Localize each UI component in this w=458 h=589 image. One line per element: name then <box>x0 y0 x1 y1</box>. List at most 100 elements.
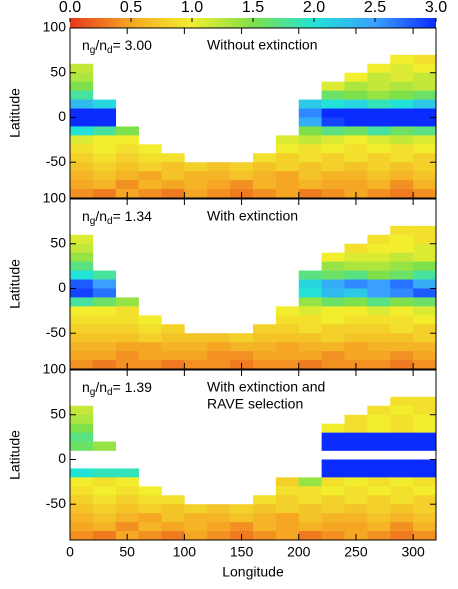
heat-cell <box>92 135 117 145</box>
heat-cell <box>298 297 322 307</box>
heat-cell <box>413 279 437 289</box>
heat-cell <box>253 171 277 181</box>
heat-cell <box>70 360 94 370</box>
heat-cell <box>298 144 322 154</box>
heat-cell <box>298 324 322 334</box>
heat-cell <box>367 522 391 532</box>
heat-cell <box>70 153 94 163</box>
heat-cell <box>161 513 185 523</box>
heat-cell <box>390 423 414 433</box>
heat-cell <box>253 342 277 352</box>
heat-cell <box>344 522 368 532</box>
heat-cell <box>344 279 368 289</box>
heat-cell <box>70 243 94 253</box>
colorbar-tick-label: 2.0 <box>303 0 325 16</box>
heat-cell <box>367 423 391 433</box>
heat-cell <box>230 333 254 343</box>
heat-cell <box>70 117 94 127</box>
heat-cell <box>230 351 254 361</box>
heat-cell <box>92 351 117 361</box>
heat-cell <box>367 72 391 82</box>
heat-cell <box>367 342 391 352</box>
heat-cell <box>138 522 162 532</box>
heat-cell <box>413 72 437 82</box>
heat-cell <box>70 90 94 100</box>
heat-cell <box>344 171 368 181</box>
heat-cell <box>390 396 414 407</box>
heat-cell <box>115 468 139 478</box>
heat-cell <box>92 477 117 487</box>
heat-cell <box>367 135 391 145</box>
heat-cell <box>70 504 94 514</box>
heat-cell <box>344 261 368 271</box>
y-tick-label: 100 <box>43 190 67 206</box>
heat-cell <box>344 243 368 253</box>
heat-cell <box>321 189 345 199</box>
heat-cell <box>138 531 162 541</box>
heat-cell <box>298 351 322 361</box>
heat-cell <box>253 162 277 172</box>
heat-cell <box>344 441 368 451</box>
heat-cell <box>390 414 414 424</box>
heat-cell <box>70 423 94 433</box>
heat-cell <box>298 171 322 181</box>
heat-cell <box>115 180 139 190</box>
heat-cell <box>390 432 414 442</box>
heat-cell <box>413 459 437 469</box>
heat-cell <box>207 162 231 172</box>
heat-cell <box>298 180 322 190</box>
heat-cell <box>115 477 139 487</box>
heat-cell <box>367 117 391 127</box>
heat-cell <box>321 135 345 145</box>
heat-cell <box>413 144 437 154</box>
heat-cell <box>92 126 117 136</box>
heat-cell <box>367 261 391 271</box>
heat-cell <box>390 189 414 199</box>
heat-cell <box>230 162 254 172</box>
heat-cell <box>184 504 208 514</box>
heat-cell <box>70 126 94 136</box>
heat-cell <box>413 342 437 352</box>
heat-cell <box>92 189 117 199</box>
heat-cell <box>70 306 94 316</box>
ratio-annotation: ng/nd= 1.34 <box>82 208 152 227</box>
heat-cell <box>70 477 94 487</box>
heat-cell <box>390 333 414 343</box>
heat-cell <box>367 81 391 91</box>
heat-cell <box>138 171 162 181</box>
heat-cell <box>92 360 117 370</box>
heat-cell <box>390 261 414 271</box>
heat-cell <box>344 108 368 118</box>
heat-cell <box>344 252 368 262</box>
heat-cell <box>413 117 437 127</box>
ratio-part: = 1.39 <box>113 379 153 395</box>
x-tick-label: 200 <box>287 544 311 560</box>
heat-cell <box>92 306 117 316</box>
heat-cell <box>161 531 185 541</box>
heat-cell <box>390 342 414 352</box>
heat-cell <box>367 279 391 289</box>
x-axis-label: Longitude <box>222 564 284 580</box>
heat-cell <box>321 486 345 496</box>
heat-cell <box>413 126 437 136</box>
heat-cell <box>298 513 322 523</box>
heat-cell <box>367 459 391 469</box>
heat-cell <box>390 153 414 163</box>
heat-cell <box>344 306 368 316</box>
heat-cell <box>321 495 345 505</box>
heat-cell <box>298 279 322 289</box>
y-tick-label: 50 <box>50 405 66 421</box>
heat-cell <box>390 468 414 478</box>
heat-cell <box>367 189 391 199</box>
ratio-part: d <box>107 216 113 227</box>
heat-cell <box>70 405 94 416</box>
heat-cell <box>344 432 368 442</box>
heat-cell <box>321 288 345 298</box>
heat-cell <box>92 333 117 343</box>
heat-cell <box>275 477 300 487</box>
heat-cell <box>275 135 300 145</box>
heat-cell <box>70 279 94 289</box>
heat-cell <box>367 126 391 136</box>
heat-cell <box>275 306 300 316</box>
heat-cell <box>161 333 185 343</box>
